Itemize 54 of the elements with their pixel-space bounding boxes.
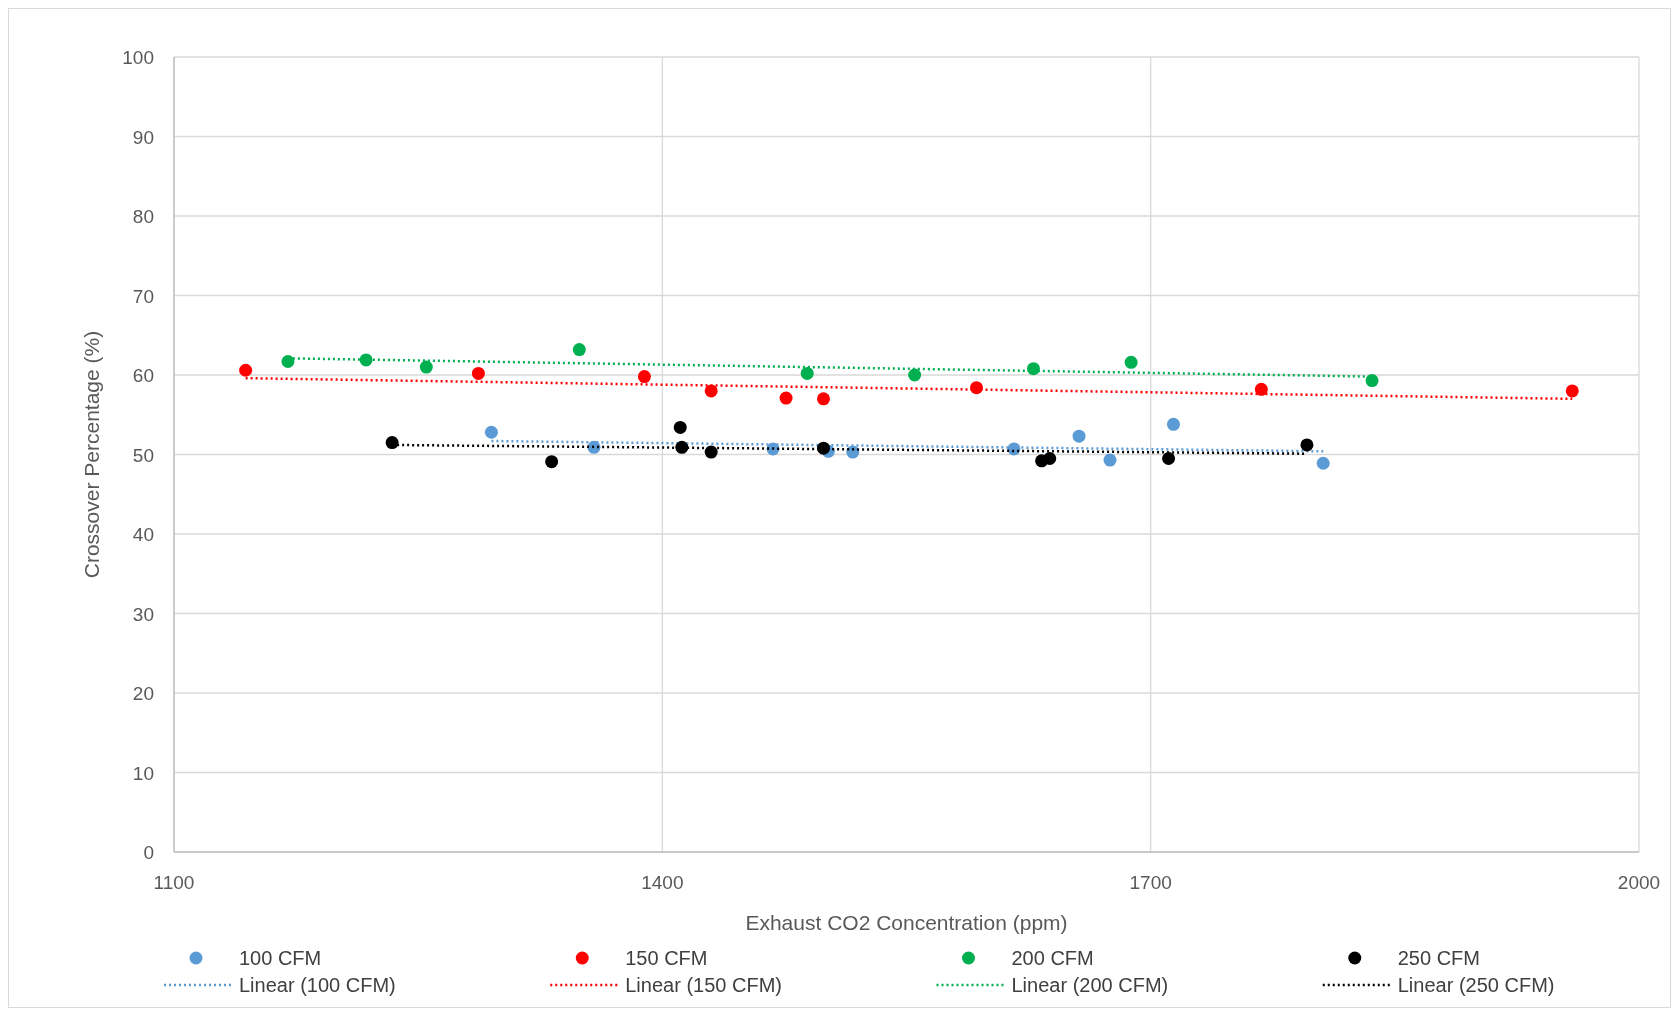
point <box>1565 384 1579 398</box>
point <box>1162 451 1176 465</box>
point <box>816 441 830 455</box>
point <box>704 384 718 398</box>
point <box>1072 429 1086 443</box>
x-tick-label: 1100 <box>153 872 195 893</box>
point <box>1043 451 1057 465</box>
point <box>1300 438 1314 452</box>
point <box>1166 417 1180 431</box>
point <box>816 392 830 406</box>
point <box>419 360 433 374</box>
y-tick-label: 0 <box>143 842 154 863</box>
x-tick-label: 2000 <box>1617 872 1661 893</box>
y-tick-label: 70 <box>132 285 154 307</box>
legend-label: 100 CFM <box>239 947 322 969</box>
point <box>908 368 922 382</box>
x-tick-label: 1400 <box>641 872 684 893</box>
point <box>239 363 253 377</box>
point <box>1026 362 1040 376</box>
point <box>704 445 718 459</box>
y-tick-label: 100 <box>122 47 154 68</box>
y-tick-label: 40 <box>132 524 154 545</box>
y-axis-title: Crossover Percentage (%) <box>80 330 103 579</box>
point <box>1254 382 1268 396</box>
y-tick-label: 80 <box>132 206 154 227</box>
y-tick-label: 60 <box>132 365 154 386</box>
legend-label: 250 CFM <box>1397 947 1480 969</box>
y-tick-label: 30 <box>132 603 154 625</box>
y-tick-label: 50 <box>132 444 154 466</box>
legend-label: Linear (250 CFM) <box>1397 974 1555 996</box>
point <box>800 366 814 380</box>
point <box>673 420 687 434</box>
point <box>637 370 651 384</box>
legend-label: 200 CFM <box>1011 947 1094 969</box>
x-axis-title: Exhaust CO2 Concentration (ppm) <box>745 911 1068 934</box>
point <box>572 343 586 357</box>
point <box>779 391 793 405</box>
y-tick-label: 10 <box>132 762 154 784</box>
point <box>385 436 399 450</box>
point <box>1365 374 1379 388</box>
point <box>1103 453 1117 467</box>
point <box>281 354 295 368</box>
legend-label: Linear (150 CFM) <box>625 974 782 996</box>
legend-label: 150 CFM <box>625 947 708 969</box>
point <box>484 425 498 439</box>
legend-label: Linear (200 CFM) <box>1011 974 1169 996</box>
y-tick-label: 20 <box>132 683 154 704</box>
point <box>545 455 559 469</box>
y-tick-label: 90 <box>132 126 154 148</box>
legend-label: Linear (100 CFM) <box>239 974 396 996</box>
point <box>1316 456 1330 470</box>
point <box>1124 355 1138 369</box>
point <box>471 366 485 380</box>
x-tick-label: 1700 <box>1129 872 1172 893</box>
